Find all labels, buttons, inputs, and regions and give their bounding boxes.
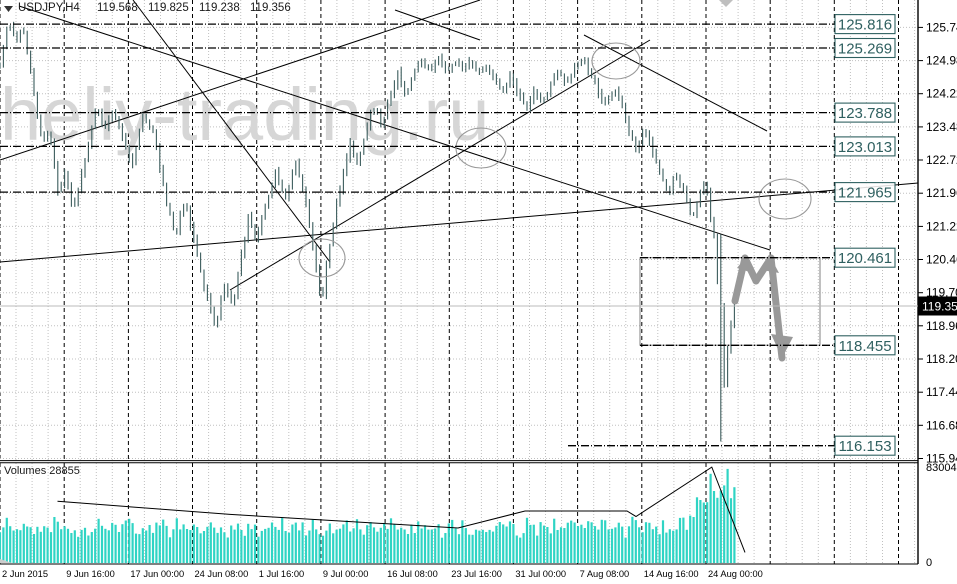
svg-text:116.153: 116.153 — [838, 438, 891, 455]
svg-text:heliy-trading.ru: heliy-trading.ru — [0, 73, 489, 156]
svg-text:116.680: 116.680 — [926, 418, 957, 432]
svg-text:119.825: 119.825 — [148, 2, 189, 14]
svg-text:24 Jun 08:00: 24 Jun 08:00 — [195, 569, 249, 579]
svg-text:125.740: 125.740 — [926, 20, 957, 34]
svg-text:119.356: 119.356 — [250, 2, 291, 14]
svg-text:124.220: 124.220 — [926, 87, 957, 101]
svg-text:Volumes 28855: Volumes 28855 — [4, 465, 80, 477]
svg-text:14 Aug 16:00: 14 Aug 16:00 — [644, 569, 699, 579]
svg-text:0: 0 — [926, 557, 932, 569]
svg-text:23 Jul 16:00: 23 Jul 16:00 — [451, 569, 502, 579]
svg-text:121.960: 121.960 — [926, 186, 957, 200]
svg-text:119.238: 119.238 — [199, 2, 240, 14]
svg-text:120.460: 120.460 — [926, 253, 957, 267]
svg-text:123.788: 123.788 — [838, 105, 892, 122]
svg-text:124.980: 124.980 — [926, 54, 957, 68]
svg-text:123.013: 123.013 — [838, 139, 892, 156]
svg-text:7 Aug 08:00: 7 Aug 08:00 — [580, 569, 630, 579]
svg-text:119.356: 119.356 — [922, 300, 957, 314]
svg-text:2 Jun 2015: 2 Jun 2015 — [2, 569, 48, 579]
svg-text:31 Jul 00:00: 31 Jul 00:00 — [515, 569, 566, 579]
svg-text:118.960: 118.960 — [926, 319, 957, 333]
svg-text:9 Jul 00:00: 9 Jul 00:00 — [323, 569, 369, 579]
svg-text:121.220: 121.220 — [926, 219, 957, 233]
svg-text:1 Jul 16:00: 1 Jul 16:00 — [259, 569, 305, 579]
svg-text:125.816: 125.816 — [838, 17, 892, 34]
svg-text:83004: 83004 — [926, 462, 957, 474]
svg-text:118.200: 118.200 — [926, 352, 957, 366]
svg-text:119.568: 119.568 — [97, 2, 138, 14]
svg-text:9 Jun 16:00: 9 Jun 16:00 — [66, 569, 115, 579]
svg-text:17 Jun 00:00: 17 Jun 00:00 — [130, 569, 184, 579]
svg-text:125.269: 125.269 — [838, 41, 892, 58]
svg-text:117.440: 117.440 — [926, 385, 957, 399]
svg-text:120.461: 120.461 — [838, 250, 892, 267]
svg-text:118.455: 118.455 — [838, 338, 891, 355]
svg-text:121.965: 121.965 — [838, 185, 892, 202]
svg-text:16 Jul 08:00: 16 Jul 08:00 — [387, 569, 438, 579]
svg-text:USDJPY,H4: USDJPY,H4 — [18, 2, 80, 14]
svg-text:122.720: 122.720 — [926, 153, 957, 167]
svg-text:24 Aug 00:00: 24 Aug 00:00 — [708, 569, 763, 579]
svg-text:123.480: 123.480 — [926, 120, 957, 134]
